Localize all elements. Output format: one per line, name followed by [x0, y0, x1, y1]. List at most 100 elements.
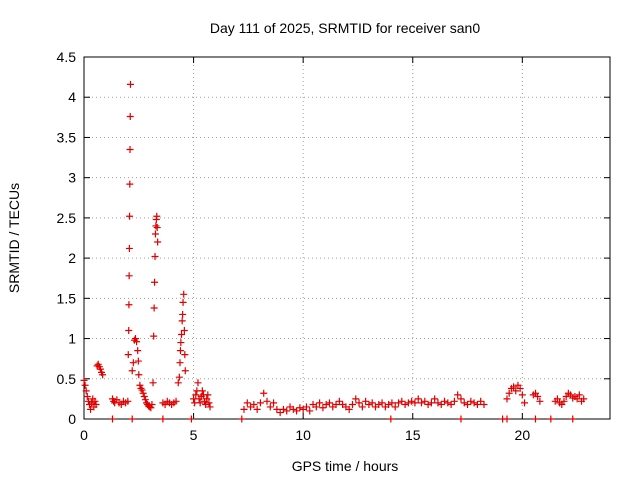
data-point: [536, 397, 544, 405]
data-point: [194, 379, 202, 387]
data-point: [149, 379, 157, 387]
data-point: [152, 222, 160, 230]
data-point: [133, 338, 141, 346]
data-point: [80, 376, 88, 384]
data-point: [431, 395, 439, 403]
data-point: [151, 230, 159, 238]
data-point: [355, 399, 363, 407]
data-point: [460, 399, 468, 407]
x-tick-label: 0: [80, 427, 88, 443]
data-point: [411, 399, 419, 407]
chart-title: Day 111 of 2025, SRMTID for receiver san…: [210, 20, 480, 36]
data-point: [179, 310, 187, 318]
data-point: [362, 397, 370, 405]
data-point: [84, 397, 92, 405]
data-point: [434, 399, 442, 407]
data-point: [260, 389, 268, 397]
data-point: [518, 391, 526, 399]
data-point: [368, 399, 376, 407]
data-point: [467, 397, 475, 405]
data-point: [573, 395, 581, 403]
data-point: [176, 359, 184, 367]
data-point: [203, 395, 211, 403]
data-point: [110, 397, 118, 405]
data-point: [88, 399, 96, 407]
data-point: [547, 415, 555, 423]
data-point: [276, 409, 284, 417]
data-point: [398, 397, 406, 405]
data-point: [263, 397, 271, 405]
data-point: [153, 212, 161, 220]
data-point: [83, 392, 91, 400]
data-point: [289, 405, 297, 413]
data-point: [414, 395, 422, 403]
data-point: [92, 401, 100, 409]
data-point: [560, 397, 568, 405]
y-tick-label: 2.5: [57, 210, 77, 226]
data-point: [141, 396, 149, 404]
data-point: [125, 301, 133, 309]
data-point: [187, 415, 195, 423]
data-point: [238, 415, 246, 423]
data-points: [80, 80, 588, 423]
data-point: [126, 180, 134, 188]
data-point: [126, 212, 134, 220]
data-point: [391, 403, 399, 411]
data-point: [96, 365, 104, 373]
data-point: [473, 401, 481, 409]
data-point: [387, 415, 395, 423]
data-point: [147, 404, 155, 412]
data-point: [531, 415, 539, 423]
data-point: [124, 397, 132, 405]
y-tick-label: 3: [68, 170, 76, 186]
data-point: [124, 351, 132, 359]
data-point: [205, 399, 213, 407]
data-point: [335, 397, 343, 405]
y-tick-label: 2: [68, 250, 76, 266]
data-point: [99, 371, 107, 379]
data-point: [196, 399, 204, 407]
y-tick-label: 4: [68, 89, 76, 105]
data-point: [427, 399, 435, 407]
data-point: [125, 272, 133, 280]
x-tick-label: 20: [515, 427, 531, 443]
data-point: [450, 397, 458, 405]
data-point: [192, 391, 200, 399]
data-point: [206, 403, 214, 411]
data-point: [178, 317, 186, 325]
grid: [84, 57, 610, 419]
data-point: [150, 332, 158, 340]
data-point: [181, 351, 189, 359]
data-point: [150, 304, 158, 312]
data-point: [516, 384, 524, 392]
data-point: [153, 224, 161, 232]
data-point: [580, 395, 588, 403]
data-point: [512, 387, 520, 395]
data-point: [569, 415, 577, 423]
data-point: [283, 407, 291, 415]
data-point: [385, 401, 393, 409]
data-point: [521, 399, 529, 407]
data-point: [91, 397, 99, 405]
data-point: [148, 401, 156, 409]
data-point: [266, 403, 274, 411]
data-point: [154, 238, 162, 246]
data-point: [454, 391, 462, 399]
data-point: [404, 399, 412, 407]
y-tick-label: 0: [68, 411, 76, 427]
x-axis-label: GPS time / hours: [292, 458, 399, 474]
data-point: [293, 407, 301, 415]
data-point: [441, 397, 449, 405]
data-point: [470, 399, 478, 407]
data-point: [82, 387, 90, 395]
data-point: [135, 371, 143, 379]
plot-frame: [83, 56, 611, 420]
y-tick-label: 0.5: [57, 371, 77, 387]
data-point: [534, 392, 542, 400]
data-point: [365, 401, 373, 409]
data-point: [437, 401, 445, 409]
y-tick-label: 4.5: [57, 49, 77, 65]
data-point: [138, 386, 146, 394]
y-tick-label: 1: [68, 331, 76, 347]
